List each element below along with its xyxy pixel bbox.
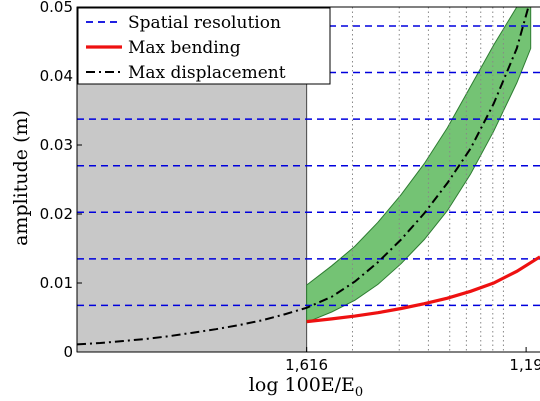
- band-area: [306, 7, 532, 324]
- y-tick-label: 0.03: [40, 136, 73, 154]
- y-tick-label: 0: [63, 343, 73, 361]
- legend-entry-label: Spatial resolution: [128, 13, 281, 33]
- y-tick-label: 0.04: [40, 67, 73, 85]
- x-axis-ticks: 1,616 1,19: [285, 347, 540, 374]
- axes-frame: [76, 6, 540, 353]
- y-tick-label: 0.05: [40, 0, 73, 16]
- y-axis-label: amplitude (m): [10, 110, 32, 246]
- y-tick-label: 0.02: [40, 205, 73, 223]
- legend: Spatial resolution Max bending Max displac…: [77, 7, 331, 85]
- vertical-dotted-lines: [351, 7, 504, 352]
- y-axis-ticks: 0 0.01 0.02 0.03 0.04 0.05: [40, 0, 82, 361]
- x-tick-label: 1,19: [509, 356, 540, 374]
- y-tick-label: 0.01: [40, 274, 73, 292]
- x-axis-label-subscript: 0: [355, 385, 363, 400]
- max-displacement-line: [77, 7, 530, 346]
- legend-entry-label: Max displacement: [128, 63, 286, 83]
- legend-entry-label: Max bending: [128, 38, 241, 58]
- x-axis-label-main: log 100E/E: [249, 374, 355, 396]
- x-axis-label: log 100E/E0: [249, 374, 363, 400]
- x-tick-label: 1,616: [285, 356, 328, 374]
- series-lines: [77, 7, 540, 346]
- uncertainty-band: [306, 7, 532, 324]
- max-bending-line: [306, 255, 540, 324]
